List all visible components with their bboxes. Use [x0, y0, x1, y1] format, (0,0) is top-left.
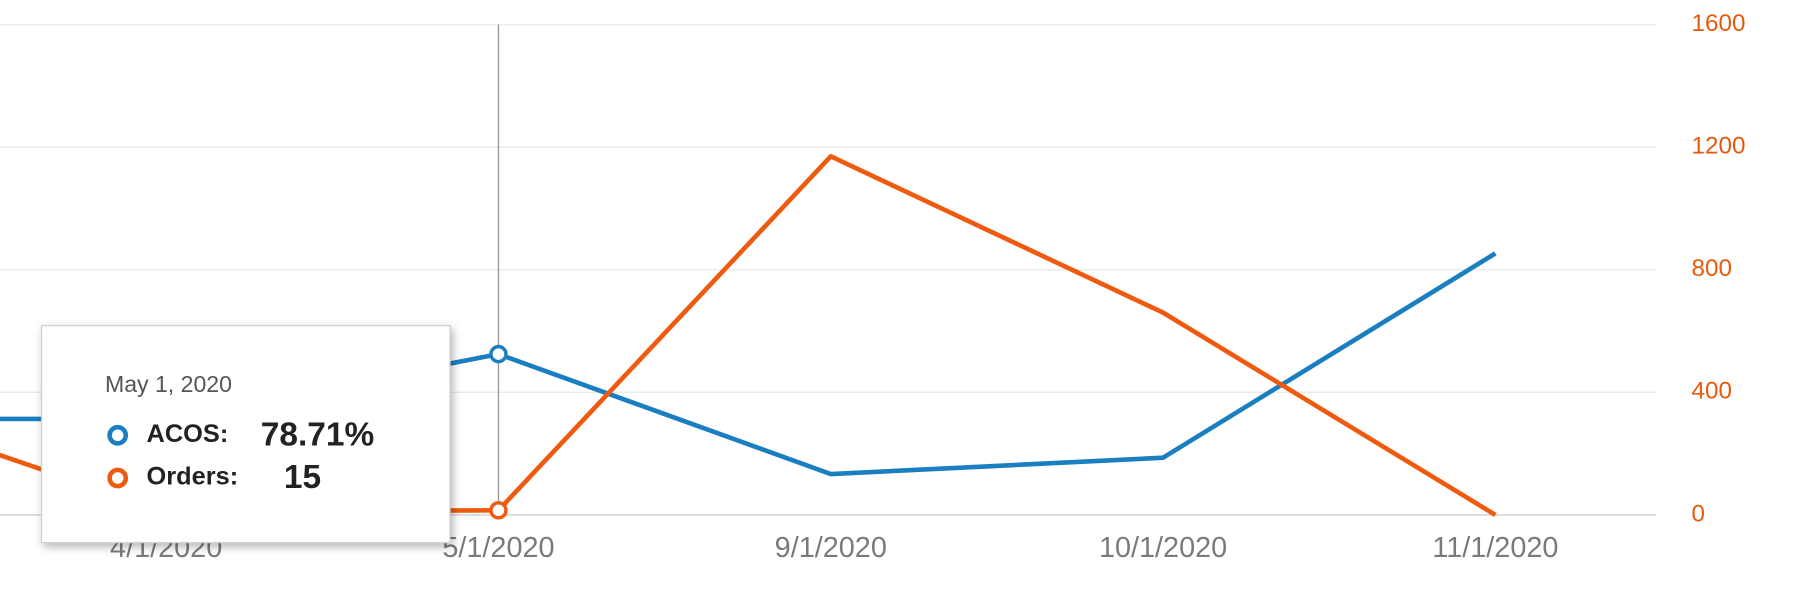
y2-tick-label: 0	[1692, 500, 1705, 527]
x-tick-label: 5/1/2020	[442, 532, 554, 564]
tooltip-marker	[107, 467, 129, 489]
x-tick-label: 10/1/2020	[1099, 532, 1227, 564]
y2-tick-label: 400	[1692, 378, 1732, 405]
tooltip-value: 78.71%	[261, 416, 374, 453]
hover-point	[489, 501, 508, 520]
tooltip-label: ACOS:	[147, 420, 229, 448]
tooltip-title: May 1, 2020	[105, 371, 232, 397]
tooltip: May 1, 2020 ACOS: 78.71% Orders: 15	[40, 325, 451, 544]
hover-point	[489, 344, 508, 364]
x-tick-label: 11/1/2020	[1432, 532, 1558, 564]
y2-tick-label: 1600	[1692, 10, 1746, 37]
tooltip-box	[40, 325, 451, 544]
y2-tick-label: 800	[1692, 255, 1732, 282]
y2-tick-label: 1200	[1692, 133, 1746, 160]
x-tick-label: 9/1/2020	[775, 532, 887, 564]
tooltip-label: Orders:	[147, 463, 239, 491]
tooltip-marker	[107, 424, 129, 446]
tooltip-value: 15	[284, 459, 321, 496]
